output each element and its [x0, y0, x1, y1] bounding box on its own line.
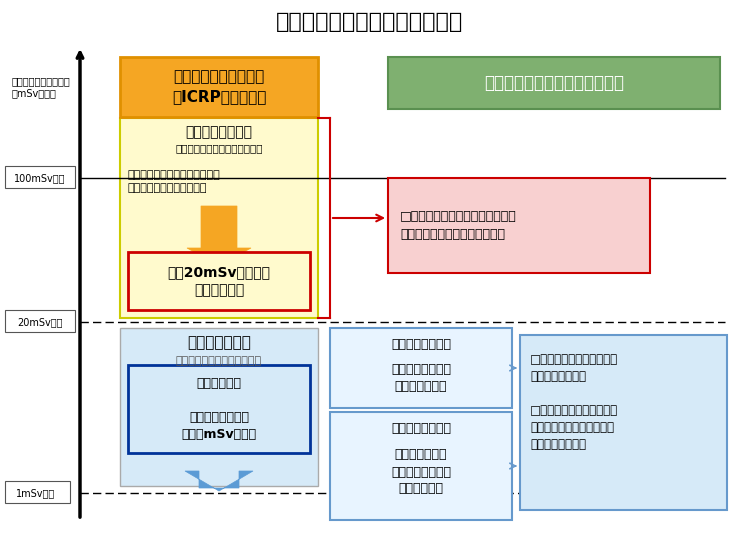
Text: 除染に関する緊急実施基本方針: 除染に関する緊急実施基本方針 [484, 74, 624, 92]
Polygon shape [330, 412, 512, 520]
Text: 除染実施に関する基本的考え方: 除染実施に関する基本的考え方 [276, 12, 463, 32]
Polygon shape [5, 166, 75, 188]
Polygon shape [187, 206, 251, 266]
Polygon shape [120, 57, 318, 117]
Text: ［比較的高線量］: ［比較的高線量］ [391, 338, 451, 350]
Text: 1mSv／年: 1mSv／年 [16, 488, 55, 498]
Text: 100mSv／年: 100mSv／年 [14, 173, 66, 183]
Text: 大規模作業を伴う
面的除染が必要: 大規模作業を伴う 面的除染が必要 [391, 363, 451, 393]
Text: 側溝や雨樋など
ホットスポットを
集中的に除染: 側溝や雨樋など ホットスポットを 集中的に除染 [391, 449, 451, 495]
Text: □　住民の帰還が実現するまで、
　　国が主体的に除染を実施。: □ 住民の帰還が実現するまで、 国が主体的に除染を実施。 [400, 210, 517, 240]
Text: 緊急時被ばく状況: 緊急時被ばく状況 [185, 125, 253, 139]
Polygon shape [520, 335, 727, 510]
Polygon shape [388, 178, 650, 273]
Polygon shape [5, 481, 70, 503]
Polygon shape [128, 365, 310, 453]
Polygon shape [388, 57, 720, 109]
Text: ［比較的低線量］: ［比較的低線量］ [391, 422, 451, 435]
Text: 緊急事態後の長期被ばく状況: 緊急事態後の長期被ばく状況 [176, 356, 262, 366]
Text: 縦軸：年間被ばく線量: 縦軸：年間被ばく線量 [12, 76, 71, 86]
Polygon shape [5, 310, 75, 332]
Text: ［計画的避難区域、警戒区域］: ［計画的避難区域、警戒区域］ [175, 143, 263, 153]
Text: 国際放射線防護委員会
（ICRP）の考え方: 国際放射線防護委員会 （ICRP）の考え方 [171, 69, 266, 104]
Text: 原子力事故など緊急事態におい
て、緊急活動を要する状況: 原子力事故など緊急事態におい て、緊急活動を要する状況 [128, 170, 221, 193]
Text: □　市町村が、除染計画を
　　作成し実施。

□　国は、専門家の派遣、
　　財政支援により円滑な
　　除染を支援。: □ 市町村が、除染計画を 作成し実施。 □ 国は、専門家の派遣、 財政支援により… [530, 353, 618, 451]
Text: 現存被ばく状況: 現存被ばく状況 [187, 336, 251, 350]
Polygon shape [120, 118, 318, 318]
Polygon shape [120, 328, 318, 486]
Text: 長期的な目標

追加被ばく線量を
年間１mSvとする: 長期的な目標 追加被ばく線量を 年間１mSvとする [182, 377, 256, 441]
Polygon shape [330, 328, 512, 408]
Text: 年間20mSv以下への
移行を目指す: 年間20mSv以下への 移行を目指す [168, 265, 270, 297]
Text: ［mSv／年］: ［mSv／年］ [12, 88, 57, 98]
Polygon shape [185, 471, 253, 491]
Text: 20mSv／年: 20mSv／年 [17, 317, 63, 327]
Polygon shape [128, 252, 310, 310]
